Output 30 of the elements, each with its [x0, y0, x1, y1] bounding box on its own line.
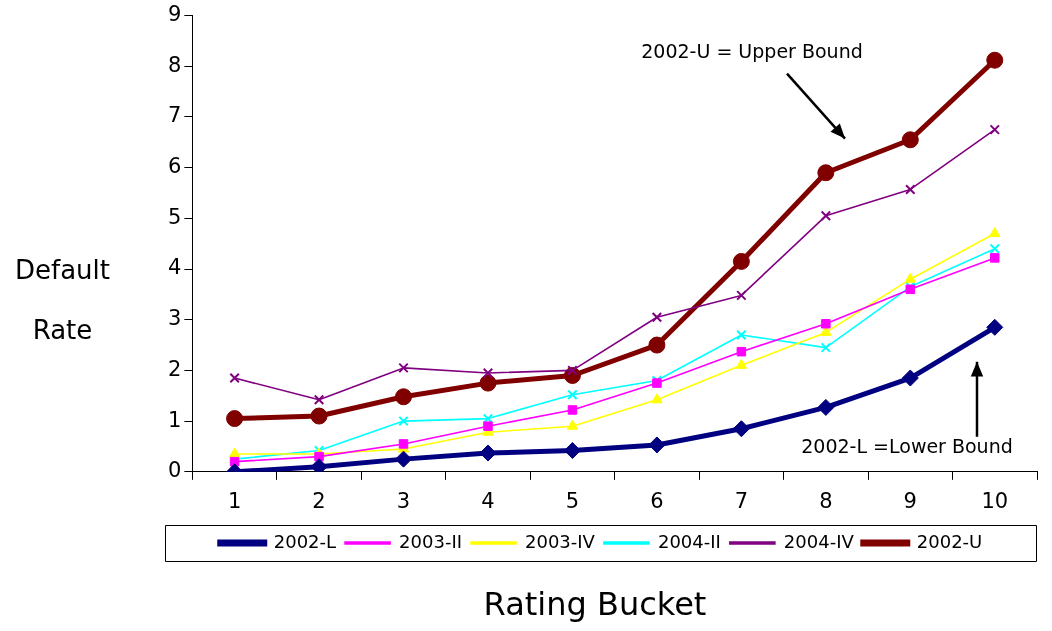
y-tick-label: 1 — [167, 407, 182, 432]
legend-label: 2004-IV — [783, 530, 855, 552]
x-tick-label: 5 — [565, 488, 580, 513]
legend-label: 2002-U — [916, 530, 983, 552]
y-tick-label: 5 — [167, 204, 182, 229]
legend-label: 2003-IV — [525, 530, 596, 552]
y-tick-label: 8 — [167, 52, 182, 77]
x-tick-label: 8 — [819, 488, 833, 513]
legend-label: 2004-II — [657, 530, 721, 552]
y-tick-label: 2 — [167, 356, 182, 381]
y-tick-label: 0 — [167, 458, 182, 483]
x-tick-label: 9 — [903, 488, 917, 513]
y-tick-label: 9 — [167, 2, 182, 27]
x-tick-label: 10 — [981, 488, 1009, 513]
x-tick-label: 2 — [312, 488, 326, 513]
x-tick-label: 6 — [650, 488, 664, 513]
y-tick-label: 4 — [167, 255, 182, 280]
y-tick-label: 3 — [167, 306, 182, 331]
annotation: 2002-L =Lower Bound — [801, 434, 1013, 457]
x-tick-label: 3 — [396, 488, 411, 513]
y-tick-label: 7 — [167, 103, 182, 128]
x-tick-label: 4 — [481, 488, 495, 513]
y-tick-label: 6 — [167, 154, 182, 179]
legend-label: 2002-L — [273, 530, 337, 552]
x-axis-title: Rating Bucket — [482, 585, 708, 623]
legend-label: 2003-II — [399, 530, 462, 552]
x-tick-label: 1 — [227, 488, 242, 513]
y-axis-title: Default Rate — [14, 254, 111, 347]
annotation: 2002-U = Upper Bound — [641, 39, 863, 62]
x-tick-label: 7 — [734, 488, 749, 513]
